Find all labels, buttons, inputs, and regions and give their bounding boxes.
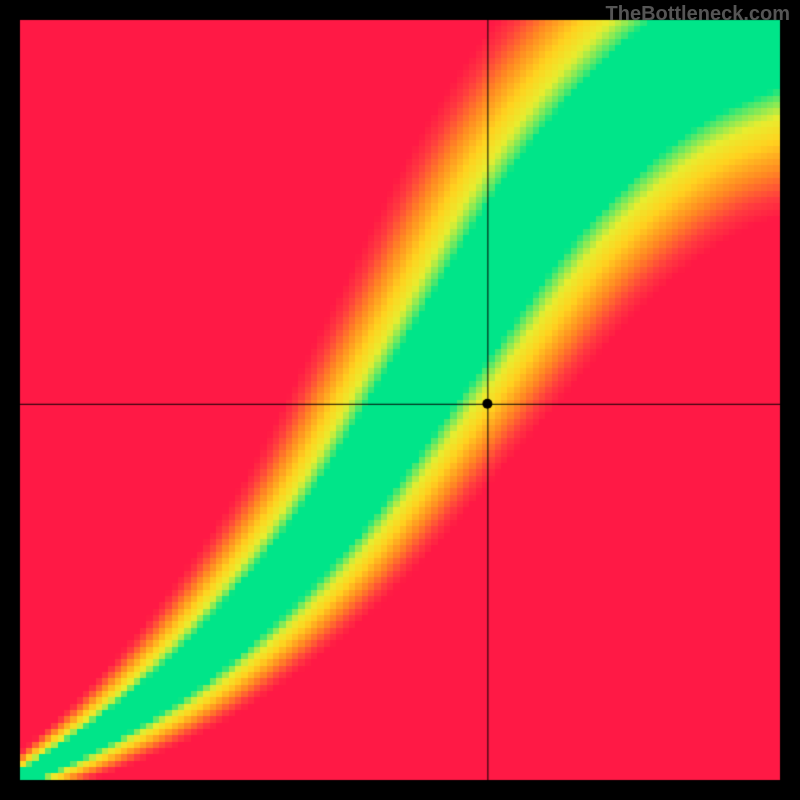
bottleneck-heatmap: [0, 0, 800, 800]
watermark-text: TheBottleneck.com: [606, 3, 790, 26]
chart-container: { "watermark": { "text": "TheBottleneck.…: [0, 0, 800, 800]
